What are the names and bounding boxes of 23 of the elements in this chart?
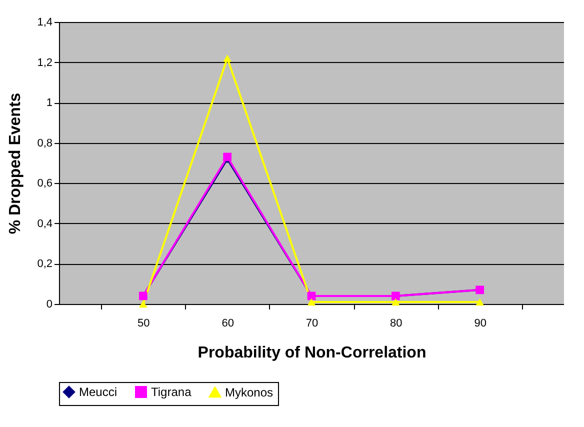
x-tick-label: 60 [222, 318, 234, 330]
point [138, 300, 148, 308]
point [391, 298, 400, 306]
point [476, 298, 484, 306]
y-tick-label: 1,4 [37, 16, 52, 28]
y-tick-label: 0,8 [37, 137, 52, 150]
point [223, 54, 232, 62]
x-tick-label: 80 [390, 318, 402, 330]
y-tick-label: 0,4 [37, 218, 52, 230]
y-tick-label: 0,6 [37, 178, 52, 190]
point [307, 298, 316, 306]
x-axis-title: Probability of Non-Correlation [198, 344, 426, 362]
y-axis-title: % Dropped Events [7, 92, 24, 234]
x-tick-label: 70 [306, 318, 318, 330]
y-tick-label: 1 [46, 97, 52, 110]
legend-label: Mykonos [225, 385, 274, 400]
y-tick-label: 0 [46, 298, 52, 310]
x-tick-label: 50 [138, 318, 150, 330]
y-tick-label: 0,2 [37, 258, 52, 270]
legend-label: Tigrana [151, 385, 192, 399]
legend-label: Meucci [79, 385, 118, 399]
y-tick-label: 1,2 [37, 56, 52, 69]
x-tick-label: 90 [474, 318, 486, 330]
